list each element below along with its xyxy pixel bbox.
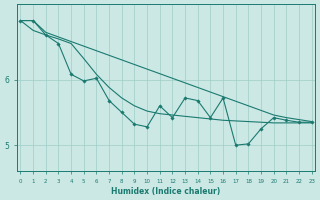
X-axis label: Humidex (Indice chaleur): Humidex (Indice chaleur) (111, 187, 221, 196)
